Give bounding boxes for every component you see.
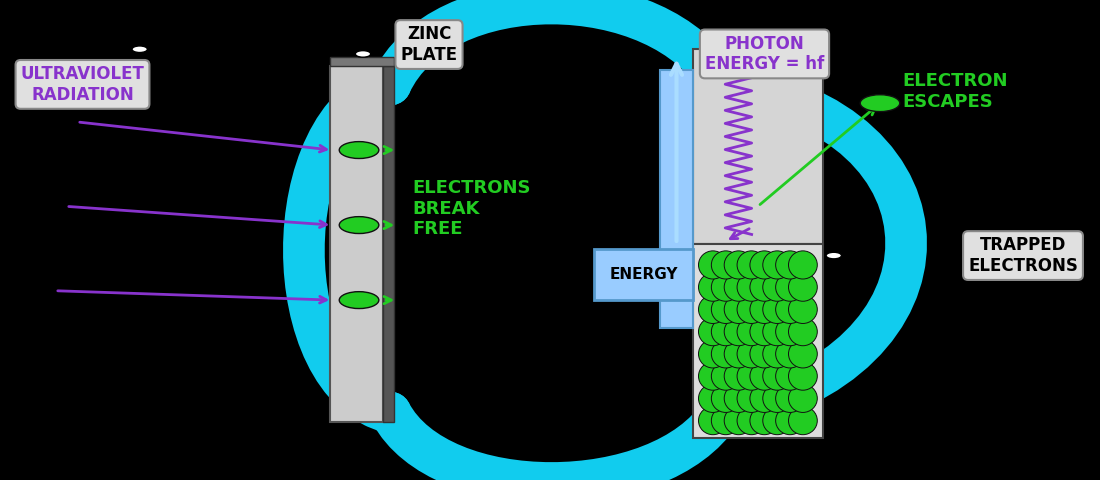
Ellipse shape: [698, 318, 727, 346]
Ellipse shape: [698, 273, 727, 301]
Ellipse shape: [698, 251, 727, 279]
Ellipse shape: [737, 384, 766, 412]
Ellipse shape: [776, 362, 804, 390]
Text: ZINC
PLATE: ZINC PLATE: [400, 25, 458, 64]
Ellipse shape: [776, 251, 804, 279]
Text: ULTRAVIOLET
RADIATION: ULTRAVIOLET RADIATION: [21, 65, 144, 104]
Ellipse shape: [762, 407, 792, 435]
FancyBboxPatch shape: [330, 57, 394, 66]
Ellipse shape: [789, 362, 817, 390]
Ellipse shape: [712, 295, 740, 324]
Ellipse shape: [762, 318, 792, 346]
Ellipse shape: [737, 340, 766, 368]
Ellipse shape: [776, 318, 804, 346]
Ellipse shape: [737, 273, 766, 301]
Ellipse shape: [698, 362, 727, 390]
Ellipse shape: [750, 295, 779, 324]
Ellipse shape: [750, 362, 779, 390]
Text: TRAPPED
ELECTRONS: TRAPPED ELECTRONS: [968, 236, 1078, 275]
Ellipse shape: [712, 251, 740, 279]
Ellipse shape: [724, 318, 754, 346]
Ellipse shape: [737, 251, 766, 279]
Ellipse shape: [724, 340, 754, 368]
Ellipse shape: [698, 295, 727, 324]
FancyBboxPatch shape: [693, 244, 823, 438]
Text: ELECTRONS
BREAK
FREE: ELECTRONS BREAK FREE: [412, 179, 531, 239]
Ellipse shape: [776, 407, 804, 435]
Circle shape: [339, 292, 378, 309]
Ellipse shape: [789, 407, 817, 435]
Ellipse shape: [712, 362, 740, 390]
Text: PHOTON
ENERGY = hf: PHOTON ENERGY = hf: [705, 35, 824, 73]
Ellipse shape: [724, 362, 754, 390]
Ellipse shape: [724, 295, 754, 324]
Circle shape: [339, 216, 378, 233]
Ellipse shape: [712, 384, 740, 412]
Text: ENERGY: ENERGY: [609, 267, 678, 282]
Ellipse shape: [762, 384, 792, 412]
Ellipse shape: [776, 384, 804, 412]
Circle shape: [826, 252, 842, 259]
Ellipse shape: [712, 273, 740, 301]
Ellipse shape: [712, 318, 740, 346]
Ellipse shape: [750, 318, 779, 346]
Ellipse shape: [724, 273, 754, 301]
Ellipse shape: [750, 407, 779, 435]
Circle shape: [339, 142, 378, 158]
Circle shape: [860, 95, 900, 112]
Ellipse shape: [762, 251, 792, 279]
Ellipse shape: [712, 340, 740, 368]
Ellipse shape: [762, 273, 792, 301]
Ellipse shape: [698, 384, 727, 412]
Ellipse shape: [762, 362, 792, 390]
Circle shape: [355, 51, 371, 57]
FancyBboxPatch shape: [660, 71, 693, 328]
Ellipse shape: [737, 362, 766, 390]
Text: ELECTRON
ESCAPES: ELECTRON ESCAPES: [902, 72, 1008, 111]
Ellipse shape: [698, 340, 727, 368]
FancyBboxPatch shape: [693, 49, 823, 244]
FancyBboxPatch shape: [594, 249, 693, 300]
Ellipse shape: [750, 340, 779, 368]
Ellipse shape: [737, 318, 766, 346]
Circle shape: [132, 46, 147, 52]
Ellipse shape: [750, 251, 779, 279]
Ellipse shape: [789, 384, 817, 412]
Ellipse shape: [789, 251, 817, 279]
Ellipse shape: [750, 273, 779, 301]
Ellipse shape: [737, 295, 766, 324]
Ellipse shape: [724, 384, 754, 412]
Ellipse shape: [762, 295, 792, 324]
Ellipse shape: [789, 340, 817, 368]
FancyBboxPatch shape: [330, 66, 383, 422]
Ellipse shape: [776, 273, 804, 301]
Ellipse shape: [712, 407, 740, 435]
Ellipse shape: [737, 407, 766, 435]
Ellipse shape: [762, 340, 792, 368]
Ellipse shape: [789, 318, 817, 346]
Ellipse shape: [750, 384, 779, 412]
Ellipse shape: [724, 407, 754, 435]
Ellipse shape: [698, 407, 727, 435]
Ellipse shape: [776, 340, 804, 368]
Ellipse shape: [776, 295, 804, 324]
Ellipse shape: [724, 251, 754, 279]
FancyBboxPatch shape: [383, 66, 394, 422]
Ellipse shape: [789, 295, 817, 324]
Ellipse shape: [789, 273, 817, 301]
